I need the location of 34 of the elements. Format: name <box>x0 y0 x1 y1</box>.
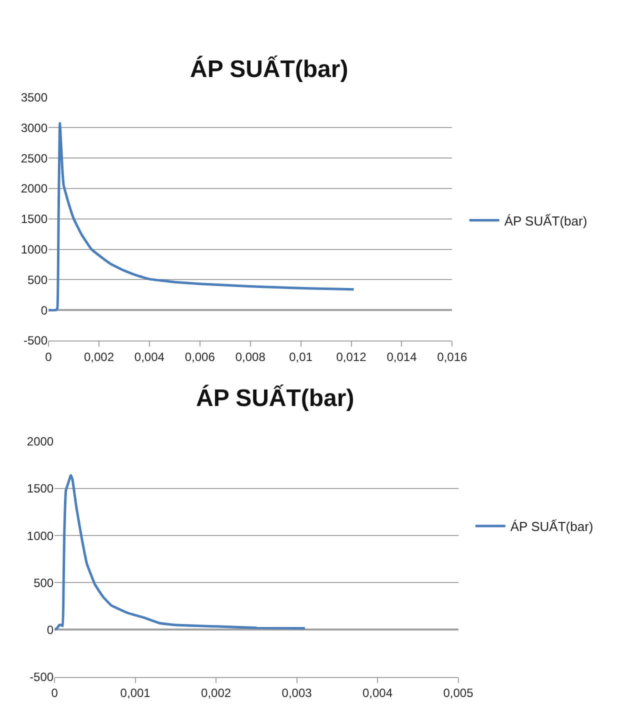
x-tick-label: 0,01 <box>289 350 313 364</box>
x-tick-label: 0,003 <box>282 686 312 700</box>
chart-title: ÁP SUẤT(bar) <box>196 384 354 412</box>
legend-label: ÁP SUẤT(bar) <box>504 213 588 228</box>
y-tick-label: 0 <box>40 303 48 318</box>
x-tick-label: 0,006 <box>184 350 216 364</box>
y-tick-label: 2000 <box>26 434 54 449</box>
line-series <box>48 122 356 312</box>
y-tick-label: 1000 <box>26 528 54 543</box>
line-series <box>54 474 306 631</box>
x-tick-label: 0,016 <box>437 350 468 364</box>
y-tick-label: 500 <box>34 576 54 590</box>
x-tick-label: 0,012 <box>336 350 367 364</box>
y-tick-label: -500 <box>30 670 54 684</box>
x-tick-label: 0,001 <box>120 686 151 700</box>
x-tick-label: 0,004 <box>134 350 165 364</box>
legend-label: ÁP SUẤT(bar) <box>510 519 594 534</box>
y-tick-label: 0 <box>46 622 54 637</box>
y-tick-label: 2500 <box>20 151 48 166</box>
y-tick-label: 3000 <box>20 120 48 135</box>
y-tick-label: 1500 <box>20 212 48 226</box>
x-tick-label: 0,005 <box>443 686 474 700</box>
x-tick-label: 0,008 <box>235 350 266 364</box>
x-tick-label: 0,002 <box>84 350 114 364</box>
y-tick-label: -500 <box>23 334 48 348</box>
x-tick-label: 0,004 <box>362 686 393 700</box>
x-tick-label: 0,014 <box>386 350 418 364</box>
y-tick-label: 2000 <box>20 182 48 196</box>
y-tick-label: 1500 <box>26 482 54 496</box>
y-tick-label: 500 <box>27 272 48 287</box>
x-tick-label: 0,002 <box>201 686 232 700</box>
y-tick-label: 3500 <box>20 90 48 104</box>
y-tick-label: 1000 <box>20 242 48 256</box>
chart-title: ÁP SUẤT(bar) <box>190 55 348 83</box>
